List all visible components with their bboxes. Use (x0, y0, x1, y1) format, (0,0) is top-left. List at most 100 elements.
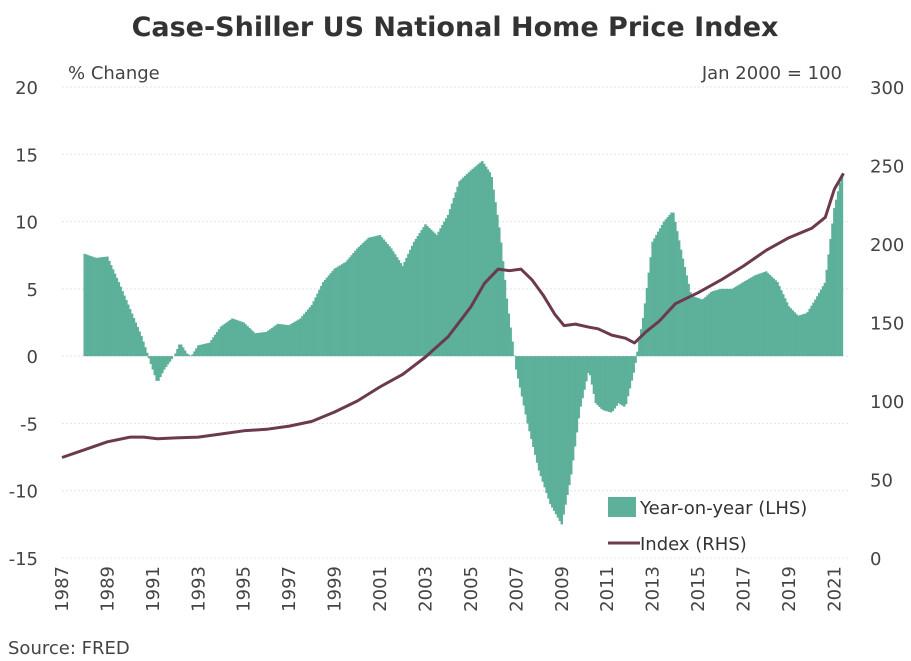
yoy-bar (577, 356, 581, 419)
yoy-bar (299, 318, 302, 357)
yoy-bar (424, 224, 427, 357)
yoy-bar (443, 221, 446, 357)
yoy-bar (215, 331, 219, 357)
yoy-bar (713, 290, 717, 357)
yoy-bar (681, 258, 685, 357)
yoy-bar (632, 356, 635, 373)
yoy-bar (823, 282, 827, 357)
yoy-bar (363, 241, 367, 357)
x-axis-tick-label: 1989 (97, 566, 118, 612)
yoy-bar (428, 227, 431, 357)
yoy-bar (831, 223, 834, 357)
yoy-bar (641, 318, 645, 357)
left-axis: 20 15 10 5 0 -5 -10 -15 (9, 78, 38, 570)
yoy-bar (730, 288, 734, 357)
yoy-bar (350, 255, 353, 357)
yoy-bar (460, 179, 463, 357)
yoy-bar (481, 161, 484, 357)
yoy-bar (176, 348, 179, 357)
yoy-bar (702, 298, 705, 357)
yoy-bar (153, 356, 157, 376)
yoy-bar (638, 340, 641, 357)
yoy-bar (270, 327, 274, 357)
yoy-bar (346, 259, 350, 357)
yoy-bar (622, 356, 626, 407)
yoy-bar (233, 319, 236, 357)
yoy-bar (609, 356, 613, 413)
yoy-bar (198, 344, 202, 357)
yoy-bar (604, 356, 607, 411)
yoy-bar (734, 286, 738, 357)
yoy-bar (482, 163, 486, 357)
yoy-bar (342, 263, 346, 357)
yoy-bar (473, 167, 476, 357)
yoy-bar (297, 319, 300, 357)
yoy-bar (414, 238, 418, 357)
yoy-bar (323, 279, 327, 357)
yoy-bar (564, 356, 567, 505)
yoy-bar (303, 313, 306, 357)
yoy-bar (704, 296, 707, 357)
yoy-bar (187, 354, 191, 357)
yoy-bar (429, 229, 433, 357)
yoy-bar (675, 231, 679, 357)
yoy-bar (437, 231, 440, 357)
yoy-bar (193, 351, 196, 357)
yoy-bar (524, 356, 528, 415)
yoy-bar (104, 256, 107, 357)
yoy-bar (390, 248, 393, 357)
yoy-bar (791, 310, 794, 357)
yoy-bar (799, 315, 802, 357)
yoy-bar (534, 356, 537, 455)
yoy-bar (331, 270, 334, 357)
yoy-bar (128, 309, 132, 357)
yoy-bar (140, 335, 143, 357)
yoy-bar (250, 329, 253, 357)
x-axis-tick-label: 2007 (506, 566, 527, 612)
x-axis-tick-label: 2017 (734, 566, 755, 612)
yoy-bar (592, 356, 596, 394)
yoy-bar (717, 289, 721, 357)
yoy-bar (197, 345, 200, 357)
yoy-bar (142, 341, 145, 357)
yoy-bar (706, 295, 709, 357)
yoy-bar (528, 356, 531, 432)
yoy-bar (651, 241, 654, 357)
yoy-bar (469, 170, 473, 357)
yoy-bar (594, 356, 598, 404)
yoy-bar (630, 356, 634, 381)
yoy-bar (477, 164, 480, 357)
yoy-bar (723, 288, 726, 357)
yoy-bar (532, 356, 535, 447)
legend-swatch-yoy (608, 497, 636, 517)
yoy-bar (157, 356, 160, 381)
yoy-bar (155, 356, 158, 381)
yoy-bar (819, 289, 823, 357)
yoy-bar (181, 347, 185, 357)
yoy-bar (123, 295, 126, 357)
yoy-bar (339, 265, 342, 357)
yoy-bar (501, 261, 505, 357)
x-axis-tick-label: 2011 (597, 566, 618, 612)
yoy-bar (185, 353, 189, 357)
yoy-bar (166, 356, 170, 365)
yoy-bar (560, 356, 564, 525)
yoy-bar (488, 172, 492, 357)
yoy-bar (219, 326, 223, 357)
yoy-bar (380, 237, 384, 357)
yoy-bar (85, 254, 88, 357)
yoy-bar (159, 356, 162, 378)
yoy-bar (410, 245, 414, 357)
x-axis-tick-label: 1997 (279, 566, 300, 612)
yoy-bar (800, 314, 804, 357)
yoy-bar (333, 268, 336, 357)
yoy-bar (543, 356, 546, 488)
yoy-bar (138, 331, 141, 357)
yoy-bar (274, 325, 278, 357)
yoy-bar (325, 277, 329, 357)
left-axis-unit-label: % Change (68, 63, 160, 84)
yoy-bar (109, 265, 113, 357)
yoy-bar (598, 356, 601, 407)
yoy-bar (670, 212, 673, 357)
yoy-bar (715, 289, 719, 357)
